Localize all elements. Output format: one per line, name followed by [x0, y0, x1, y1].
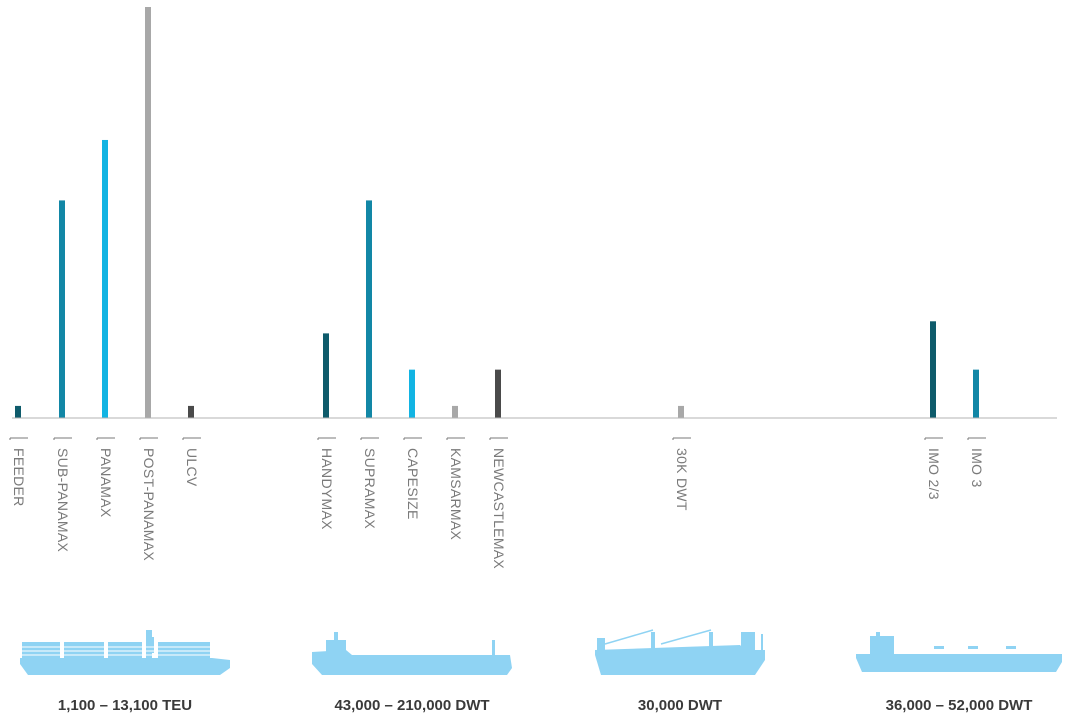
category-label: NEWCASTLEMAX — [491, 448, 507, 569]
category-label: POST-PANAMAX — [141, 448, 157, 561]
category-label: FEEDER — [11, 448, 27, 507]
bar-imo-3 — [973, 369, 979, 418]
category-label: HANDYMAX — [319, 448, 335, 530]
category-label: CAPESIZE — [405, 448, 421, 520]
group-label: 36,000 – 52,000 DWT — [886, 697, 1033, 714]
group-label: 30,000 DWT — [638, 697, 722, 714]
ship-icons-layer — [20, 629, 1062, 675]
bulk-carrier-icon — [312, 632, 512, 675]
group-label: 1,100 – 13,100 TEU — [58, 697, 192, 714]
category-label: IMO 2/3 — [926, 448, 942, 500]
bar-capesize — [409, 369, 415, 418]
bar-supramax — [366, 200, 372, 418]
bar-kamsarmax — [452, 405, 458, 418]
category-label: IMO 3 — [969, 448, 985, 488]
bar-sub-panamax — [59, 200, 65, 418]
bar-handymax — [323, 333, 329, 418]
bars-layer — [15, 7, 979, 418]
category-labels-layer: FEEDER SUB-PANAMAX PANAMAX POST-PANAMAX ULCV… — [9, 437, 986, 569]
category-label: SUPRAMAX — [362, 448, 378, 529]
bar-feeder — [15, 405, 21, 418]
bar-newcastlemax — [495, 369, 501, 418]
category-label: SUB-PANAMAX — [55, 448, 71, 553]
bar-panamax — [102, 139, 108, 418]
category-label: PANAMAX — [98, 448, 114, 518]
category-label: 30K DWT — [674, 448, 690, 511]
bar-post-panamax — [145, 7, 151, 418]
bar-30k-dwt — [678, 405, 684, 418]
category-label: ULCV — [184, 448, 200, 487]
tanker-ship-icon — [856, 632, 1062, 672]
group-labels-layer: 1,100 – 13,100 TEU 43,000 – 210,000 DWT 30… — [58, 697, 1033, 714]
general-cargo-ship-icon — [595, 629, 765, 675]
group-label: 43,000 – 210,000 DWT — [334, 697, 489, 714]
category-label: KAMSARMAX — [448, 448, 464, 541]
bar-ulcv — [188, 405, 194, 418]
bar-imo-2-3 — [930, 321, 936, 418]
container-ship-icon — [20, 630, 230, 675]
